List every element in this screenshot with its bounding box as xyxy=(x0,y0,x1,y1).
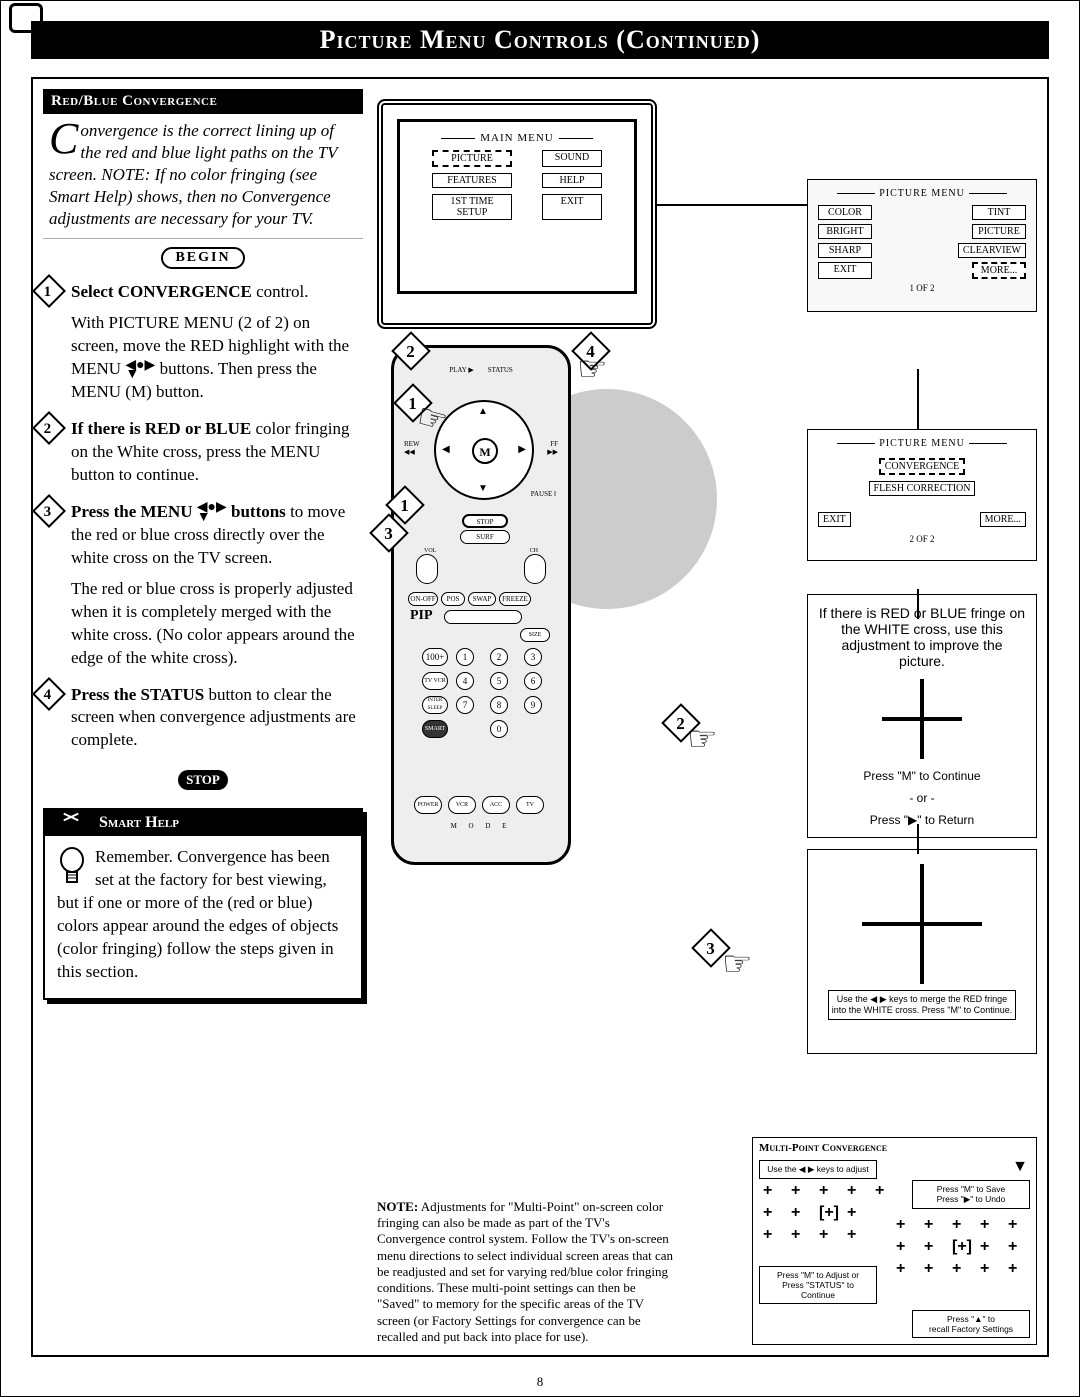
lightbulb-icon xyxy=(57,846,87,886)
menu-btn-sound[interactable]: SOUND xyxy=(542,150,602,167)
down-arrow-icon: ▼ xyxy=(1012,1158,1028,1176)
remote-mode-row: POWER VCR ACC TV xyxy=(414,796,544,814)
conv-sub3: Press "▶" to Return xyxy=(818,813,1026,827)
conv-sub1: Press "M" to Continue xyxy=(818,769,1026,783)
step-3: 3 Press the MENU ◀●▶▼ buttons to move th… xyxy=(43,497,363,680)
merge-caption: Use the ◀ ▶ keys to merge the RED fringe… xyxy=(828,990,1016,1020)
step-2: 2 If there is RED or BLUE color fringing… xyxy=(43,414,363,497)
tv-screen: MAIN MENU PICTURE SOUND FEATURES HELP 1S… xyxy=(377,99,657,329)
multi-point-note: NOTE: Adjustments for "Multi-Point" on-s… xyxy=(377,1199,677,1345)
page-number: 8 xyxy=(1,1374,1079,1390)
conv-text: If there is RED or BLUE fringe on the WH… xyxy=(818,605,1026,669)
pm2-title: PICTURE MENU xyxy=(818,438,1026,449)
step-4-diamond: 4 xyxy=(32,677,66,711)
convergence-instruction-box: If there is RED or BLUE fringe on the WH… xyxy=(807,594,1037,838)
step-1: 1 Select CONVERGENCE control. With PICTU… xyxy=(43,277,363,414)
menu-btn-help[interactable]: HELP xyxy=(542,173,602,188)
main-menu-title: MAIN MENU xyxy=(408,132,626,144)
menu-btn-setup[interactable]: 1ST TIME SETUP xyxy=(432,194,512,220)
pm-btn-more2[interactable]: MORE... xyxy=(980,512,1026,527)
menu-arrows-icon: ◀●▶▼ xyxy=(197,503,227,523)
hand-icon: ☞ xyxy=(577,349,607,389)
picture-menu-2: PICTURE MENU CONVERGENCE FLESH CORRECTIO… xyxy=(807,429,1037,561)
smart-help-header: Smart Help xyxy=(45,810,361,836)
intro-text: onvergence is the correct lining up of t… xyxy=(49,121,337,228)
remote-m-button[interactable]: M xyxy=(472,438,498,464)
remote-pip-button[interactable] xyxy=(444,610,522,624)
pm-btn-bright[interactable]: BRIGHT xyxy=(818,224,872,239)
conv-sub2: - or - xyxy=(818,791,1026,805)
pm-btn-color[interactable]: COLOR xyxy=(818,205,872,220)
figure-area: MAIN MENU PICTURE SOUND FEATURES HELP 1S… xyxy=(377,89,1037,1345)
left-column: Red/Blue Convergence C onvergence is the… xyxy=(43,89,363,1345)
remote-numpad: 100+123 TV VCR456 INTERSLEEP789 SMART0 xyxy=(422,648,552,738)
tv-inner: MAIN MENU PICTURE SOUND FEATURES HELP 1S… xyxy=(397,119,637,294)
mp-adjust-caption: Press "M" to Adjust or Press "STATUS" to… xyxy=(759,1266,877,1304)
step-2-diamond: 2 xyxy=(32,411,66,445)
hand-icon: ☞ xyxy=(722,944,752,984)
pm-btn-convergence[interactable]: CONVERGENCE xyxy=(879,458,965,475)
connector-line xyxy=(657,204,807,206)
smart-help-box: Smart Help Remember. Convergence has bee… xyxy=(43,808,363,1000)
stop-marker: STOP xyxy=(43,770,363,790)
remote-stop-button[interactable]: STOP xyxy=(462,514,508,528)
menu-arrows-icon: ◀●▶▼ xyxy=(125,361,155,381)
pm-btn-sharp[interactable]: SHARP xyxy=(818,243,872,258)
remote-vol[interactable] xyxy=(416,554,438,584)
mp-plus-grid-left: +++++ ++[+]+ ++++ xyxy=(763,1182,893,1244)
pm-btn-exit2[interactable]: EXIT xyxy=(818,512,851,527)
pm-btn-tint[interactable]: TINT xyxy=(972,205,1026,220)
picture-menu-1: PICTURE MENU COLOR TINT BRIGHT PICTURE SHA… xyxy=(807,179,1037,312)
step-4: 4 Press the STATUS button to clear the s… xyxy=(43,680,363,763)
dropcap: C xyxy=(49,120,80,157)
hand-icon: ☞ xyxy=(687,719,717,759)
step-3-diamond: 3 xyxy=(32,494,66,528)
mp-recall-caption: Press "▲" to recall Factory Settings xyxy=(912,1310,1030,1338)
connector-line xyxy=(917,369,919,429)
pm-btn-exit[interactable]: EXIT xyxy=(818,262,872,279)
pm1-title: PICTURE MENU xyxy=(818,188,1026,199)
mp-title: Multi-Point Convergence xyxy=(753,1138,1036,1158)
main-menu-grid: PICTURE SOUND FEATURES HELP 1ST TIME SET… xyxy=(408,150,626,220)
page: Picture Menu Controls (Continued) Red/Bl… xyxy=(0,0,1080,1397)
pm-btn-picture[interactable]: PICTURE xyxy=(972,224,1026,239)
remote-pip-label: PIP xyxy=(410,608,433,624)
multi-point-box: Multi-Point Convergence Use the ◀ ▶ keys… xyxy=(752,1137,1037,1345)
content-frame: Red/Blue Convergence C onvergence is the… xyxy=(31,77,1049,1357)
remote-ch[interactable] xyxy=(524,554,546,584)
merge-cross-box: Use the ◀ ▶ keys to merge the RED fringe… xyxy=(807,849,1037,1054)
mp-save-caption: Press "M" to Save Press "▶" to Undo xyxy=(912,1180,1030,1209)
begin-marker: BEGIN xyxy=(43,247,363,269)
white-cross-icon xyxy=(882,679,962,759)
mp-top-caption: Use the ◀ ▶ keys to adjust xyxy=(759,1160,877,1179)
smart-help-body: Remember. Convergence has been set at th… xyxy=(45,836,361,998)
merge-cross-icon xyxy=(862,864,982,984)
pm2-footer: 2 OF 2 xyxy=(818,534,1026,544)
pm-btn-more[interactable]: MORE... xyxy=(972,262,1026,279)
step-1-diamond: 1 xyxy=(32,274,66,308)
section-header-convergence: Red/Blue Convergence xyxy=(43,89,363,114)
remote-mode-label: M O D E xyxy=(394,822,568,830)
intro-paragraph: C onvergence is the correct lining up of… xyxy=(43,120,363,239)
remote-surf-button[interactable]: SURF xyxy=(460,530,510,544)
menu-btn-features[interactable]: FEATURES xyxy=(432,173,512,188)
mp-plus-grid-right: +++++ ++[+]++ +++++ xyxy=(896,1216,1026,1278)
menu-btn-exit[interactable]: EXIT xyxy=(542,194,602,220)
pm1-footer: 1 OF 2 xyxy=(818,283,1026,293)
menu-btn-picture[interactable]: PICTURE xyxy=(432,150,512,167)
pm-btn-flesh[interactable]: FLESH CORRECTION xyxy=(869,481,976,496)
page-title-bar: Picture Menu Controls (Continued) xyxy=(31,21,1049,59)
pm-btn-clearview[interactable]: CLEARVIEW xyxy=(958,243,1026,258)
page-title: Picture Menu Controls (Continued) xyxy=(320,25,761,55)
